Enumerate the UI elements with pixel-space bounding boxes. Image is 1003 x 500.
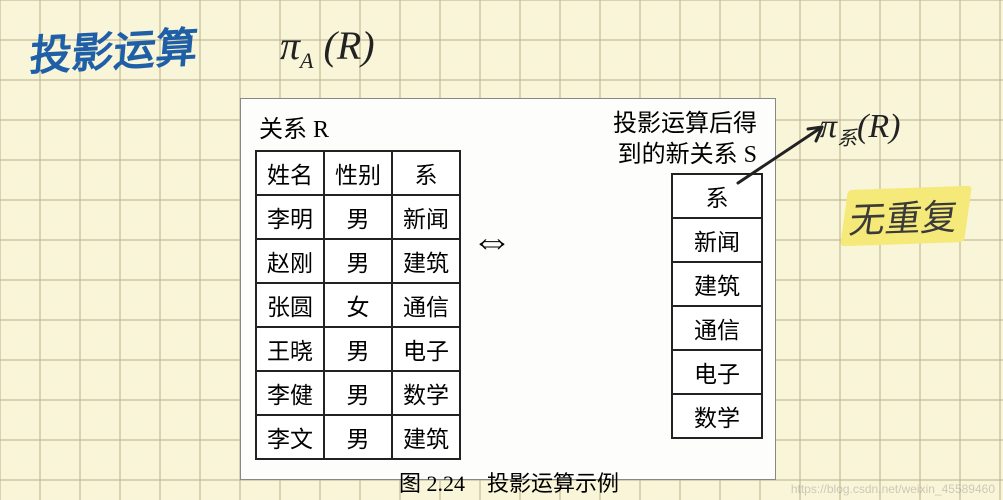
relation-r-column: 关系 R 姓名 性别 系 李明男新闻 赵刚男建筑 张圆女通信 王晓男电子 李健男…: [255, 107, 461, 460]
relation-s-label: 投影运算后得 到的新关系 S: [613, 109, 757, 171]
table-row: 张圆女通信: [256, 283, 460, 327]
table-row: 李明男新闻: [256, 195, 460, 239]
col-header: 系: [392, 151, 460, 195]
table-row: 系: [672, 174, 762, 218]
table-row: 通信: [672, 306, 762, 350]
figure-box: 关系 R 姓名 性别 系 李明男新闻 赵刚男建筑 张圆女通信 王晓男电子 李健男…: [240, 98, 776, 480]
table-row: 李文男建筑: [256, 415, 460, 459]
annotation-title: 投影运算: [27, 13, 200, 83]
relation-s-table: 系 新闻 建筑 通信 电子 数学: [671, 173, 763, 439]
table-row: 赵刚男建筑: [256, 239, 460, 283]
relation-r-label: 关系 R: [259, 109, 461, 144]
pi2-rest: (R): [857, 108, 900, 145]
table-row: 李健男数学: [256, 371, 460, 415]
annotation-formula: πA (R): [280, 22, 375, 74]
col-header: 系: [672, 174, 762, 218]
annotation-formula-right: π系(R): [820, 108, 900, 151]
col-header: 姓名: [256, 151, 324, 195]
annotation-note: 无重复: [840, 186, 972, 247]
annotation-title-text: 投影运算: [28, 25, 200, 80]
table-row: 王晓男电子: [256, 327, 460, 371]
relation-s-column: 投影运算后得 到的新关系 S 系 新闻 建筑 通信 电子 数学: [523, 107, 763, 439]
bidirectional-arrow-icon: ⇔: [471, 107, 513, 265]
table-row: 新闻: [672, 218, 762, 262]
pi2-subscript: 系: [837, 128, 857, 150]
table-row: 姓名 性别 系: [256, 151, 460, 195]
figure-caption: 图 2.24 投影运算示例: [255, 460, 763, 498]
pi-rest: (R): [314, 23, 375, 68]
relation-r-table: 姓名 性别 系 李明男新闻 赵刚男建筑 张圆女通信 王晓男电子 李健男数学 李文…: [255, 150, 461, 460]
table-row: 电子: [672, 350, 762, 394]
annotation-note-text: 无重复: [840, 186, 972, 247]
table-row: 建筑: [672, 262, 762, 306]
col-header: 性别: [324, 151, 392, 195]
pi-subscript: A: [300, 48, 313, 73]
watermark: https://blog.csdn.net/weixin_45589460: [791, 482, 995, 496]
pi-symbol: π: [280, 23, 300, 68]
table-row: 数学: [672, 394, 762, 438]
pi2-symbol: π: [820, 108, 837, 145]
